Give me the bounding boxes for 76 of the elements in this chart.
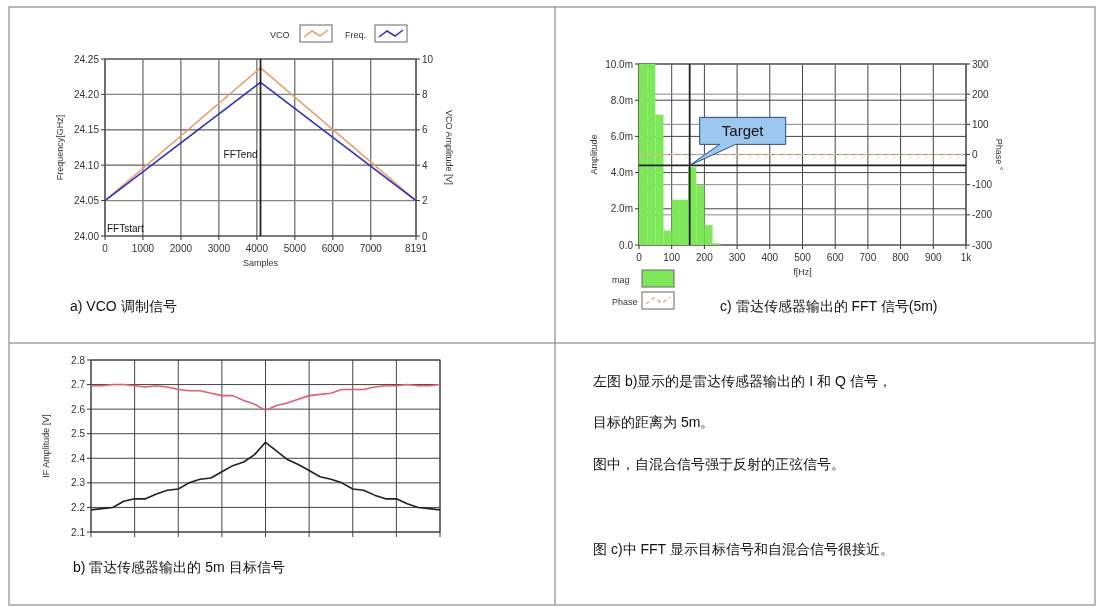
y2-axis-title: Phase ° [994, 138, 1004, 171]
x-tick-label: 700 [859, 252, 877, 263]
y2-tick-label: 6 [422, 124, 428, 136]
text: b) 雷达传感器输出的 5m 目标信号 [73, 559, 285, 575]
text: c) 雷达传感器输出的 FFT 信号(5m) [720, 298, 938, 314]
x-tick-label: 200 [696, 252, 714, 263]
x-tick-label: 800 [892, 252, 910, 263]
y2-tick-label: 10 [422, 53, 434, 65]
x-tick-label: 1000 [131, 243, 155, 254]
y-tick-label: 8.0m [610, 94, 633, 106]
y-axis-title: Amplitude [589, 134, 599, 175]
x-axis-title: f[Hz] [793, 267, 812, 277]
legend-label: Phase [612, 297, 638, 307]
legend-label: Freq. [345, 30, 367, 40]
annotation: FFTstart [107, 223, 144, 234]
y2-tick-label: 300 [972, 58, 990, 70]
y-tick-label: 24.20 [73, 88, 100, 100]
legend-label: VCO [270, 30, 290, 40]
x-tick-label: 400 [761, 252, 779, 263]
text: 左图 b)显示的是雷达传感器输出的 I 和 Q 信号， [593, 373, 892, 389]
ref-line-label: FFTend [223, 148, 258, 160]
text: 图中，自混合信号强于反射的正弦信号。 [593, 456, 845, 472]
x-tick-label: 4000 [245, 243, 269, 254]
x-tick-label: 300 [728, 252, 746, 263]
x-tick-label: 6000 [321, 243, 345, 254]
y-tick-label: 2.7 [71, 379, 86, 391]
line-series [90, 383, 441, 412]
y-axis-title: Frequency[GHz] [55, 114, 65, 181]
x-tick-label: 600 [826, 252, 844, 263]
y-tick-label: 24.15 [73, 124, 100, 136]
y2-axis-title: VCO Amplitude [V] [444, 109, 454, 186]
y-tick-label: 2.1 [71, 526, 86, 538]
y2-tick-label: 8 [422, 88, 428, 100]
x-tick-label: 500 [794, 252, 812, 263]
y2-tick-label: 4 [422, 159, 428, 171]
y-tick-label: 24.25 [73, 53, 100, 65]
y-tick-label: 2.4 [71, 452, 86, 464]
y-tick-label: 24.05 [73, 195, 100, 207]
y-tick-label: 6.0m [610, 130, 633, 142]
y2-tick-label: 200 [972, 88, 990, 100]
y-tick-label: 2.3 [71, 477, 86, 489]
x-tick-label: 100 [663, 252, 681, 263]
x-axis-title: Samples [242, 258, 279, 268]
y2-tick-label: 2 [422, 195, 428, 207]
x-tick-label: 0 [636, 252, 643, 263]
text: 目标的距离为 5m。 [593, 414, 715, 430]
y-tick-label: 2.6 [71, 403, 86, 415]
x-tick-label: 3000 [207, 243, 231, 254]
x-tick-label: 8191 [404, 243, 428, 254]
y-tick-label: 2.8 [71, 354, 86, 366]
y2-tick-label: -300 [972, 239, 993, 251]
y-tick-label: 10.0m [605, 58, 633, 70]
x-tick-label: 0 [102, 243, 109, 254]
y-tick-label: 24.00 [73, 230, 100, 242]
x-tick-label: 1k [960, 252, 973, 263]
text: a) VCO 调制信号 [70, 298, 177, 314]
legend-label: mag [612, 275, 630, 285]
y-tick-label: 4.0m [610, 167, 633, 179]
y-tick-label: 2.2 [71, 501, 86, 513]
x-tick-label: 2000 [169, 243, 193, 254]
y2-tick-label: 100 [972, 118, 990, 130]
y2-tick-label: -200 [972, 209, 993, 221]
y-tick-label: 0.0 [619, 239, 634, 251]
y-tick-label: 2.0m [610, 203, 633, 215]
annotation: Target [721, 122, 765, 140]
y-tick-label: 2.5 [71, 428, 86, 440]
x-tick-label: 900 [924, 252, 943, 263]
y2-tick-label: 0 [422, 230, 428, 242]
y2-tick-label: -100 [972, 179, 993, 191]
x-tick-label: 5000 [283, 243, 307, 254]
y2-tick-label: 0 [972, 149, 978, 160]
y-tick-label: 24.10 [73, 159, 100, 171]
text: 图 c)中 FFT 显示目标信号和自混合信号很接近。 [593, 541, 894, 557]
line-series [90, 441, 441, 511]
x-tick-label: 7000 [359, 243, 383, 254]
y-axis-title: IF Amplitude [V] [41, 414, 51, 478]
